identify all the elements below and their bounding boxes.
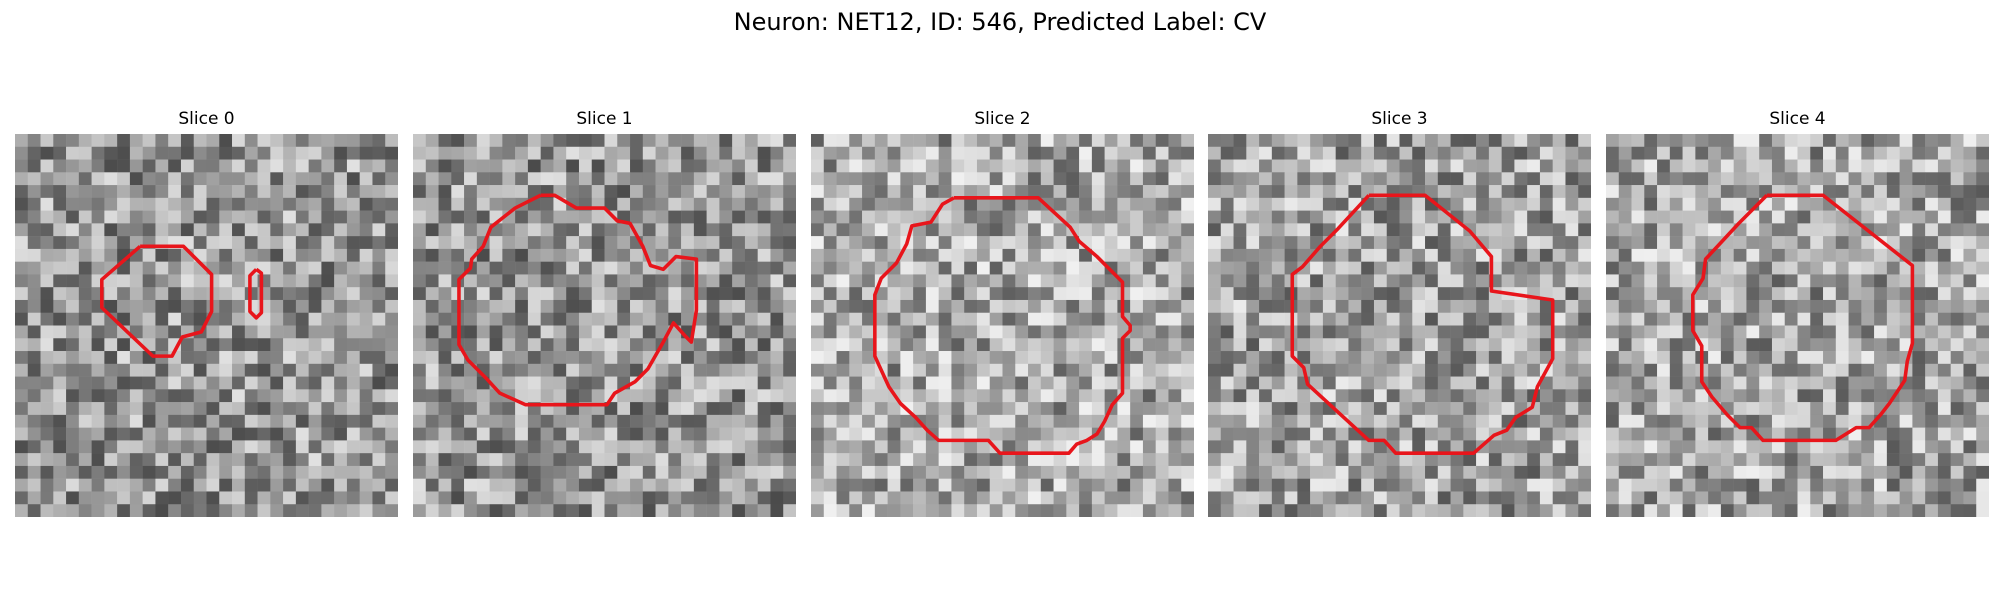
segmentation-contour — [248, 267, 264, 320]
segmentation-contour — [100, 244, 214, 358]
slice-panel-1: Slice 1 — [413, 108, 796, 517]
segmentation-contour — [873, 196, 1132, 455]
slice-panel-0: Slice 0 — [15, 108, 398, 517]
slice-image-3 — [1208, 134, 1591, 517]
slice-title-3: Slice 3 — [1371, 109, 1428, 129]
grayscale-pixels — [15, 134, 398, 517]
slice-title-4: Slice 4 — [1769, 109, 1826, 129]
slice-image-0 — [15, 134, 398, 517]
grayscale-pixels — [811, 134, 1194, 517]
slice-image-4 — [1606, 134, 1989, 517]
figure-title: Neuron: NET12, ID: 546, Predicted Label:… — [733, 8, 1267, 36]
grayscale-pixels — [1208, 134, 1591, 517]
segmentation-contour — [457, 193, 699, 407]
slice-panel-4: Slice 4 — [1606, 108, 1989, 517]
slice-title-2: Slice 2 — [974, 109, 1031, 129]
slice-image-2 — [811, 134, 1194, 517]
segmentation-contour — [1290, 193, 1555, 455]
slice-panel-2: Slice 2 — [811, 108, 1194, 517]
slice-title-0: Slice 0 — [178, 109, 235, 129]
slice-panel-3: Slice 3 — [1208, 108, 1591, 517]
slice-title-1: Slice 1 — [576, 109, 633, 129]
grayscale-pixels — [413, 134, 796, 517]
slice-image-1 — [413, 134, 796, 517]
grayscale-pixels — [1606, 134, 1989, 517]
segmentation-contour — [1691, 193, 1915, 443]
